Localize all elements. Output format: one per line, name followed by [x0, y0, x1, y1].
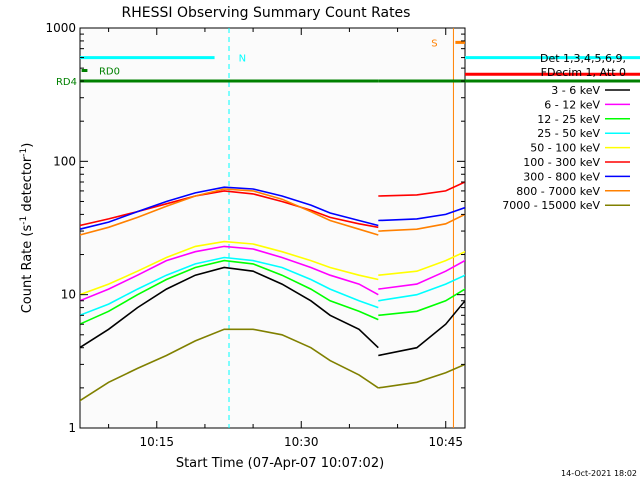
annotation-bar-n: N: [80, 54, 246, 65]
y-tick-label: 1: [68, 421, 76, 435]
annotation-label-n: N: [239, 54, 246, 65]
series-6-12-kev: [80, 245, 465, 302]
series-line-7000-15000-kev-1: [80, 328, 379, 402]
legend-label-25-50-kev: 25 - 50 keV: [537, 127, 600, 140]
legend-label-3-6-kev: 3 - 6 keV: [551, 84, 600, 97]
series-800-7000-kev: [80, 188, 465, 236]
x-tick-label: 10:15: [139, 435, 174, 449]
legend-label-300-800-kev: 300 - 800 keV: [523, 170, 600, 183]
chart-title: RHESSI Observing Summary Count Rates: [122, 5, 411, 21]
series-line-100-300-kev-2: [378, 181, 465, 197]
series-line-6-12-kev-1: [80, 245, 379, 302]
series-line-3-6-kev-1: [80, 266, 379, 349]
legend: Det 1,3,4,5,6,9,FDecim 1, Att 0 3 - 6 keV…: [502, 52, 630, 212]
series-line-25-50-kev-2: [378, 274, 465, 302]
x-axis-label: Start Time (07-Apr-07 10:07:02): [176, 456, 384, 471]
annotation-bar-f: F: [465, 72, 640, 76]
series-line-12-25-kev-1: [80, 259, 379, 325]
series-line-50-100-kev-1: [80, 240, 379, 296]
annotation-bar-rd0: RD0: [81, 67, 120, 78]
legend-header-line: Det 1,3,4,5,6,9,: [540, 52, 626, 65]
series-line-50-100-kev-2: [378, 250, 465, 276]
annotation-label-s: S: [431, 38, 437, 49]
y-tick-label: 1000: [45, 21, 76, 35]
label-rd4: RD4: [56, 77, 77, 88]
series-line-300-800-kev-1: [80, 186, 379, 230]
series-line-300-800-kev-2: [378, 206, 465, 222]
legend-label-7000-15000-kev: 7000 - 15000 keV: [502, 199, 600, 212]
series-50-100-kev: [80, 240, 465, 296]
y-tick-label: 100: [53, 154, 76, 168]
legend-label-6-12-kev: 6 - 12 keV: [544, 98, 600, 111]
series-3-6-kev: [80, 266, 465, 357]
series-25-50-kev: [80, 256, 465, 317]
series-line-6-12-kev-2: [378, 259, 465, 290]
series-line-12-25-kev-2: [378, 288, 465, 317]
plot-frame: [79, 27, 466, 429]
legend-label-100-300-kev: 100 - 300 keV: [523, 156, 600, 169]
y-axis-label: Count Rate (s-1 detector-1): [19, 143, 35, 314]
series-12-25-kev: [80, 259, 465, 325]
series-line-7000-15000-kev-2: [378, 363, 465, 389]
legend-label-12-25-kev: 12 - 25 keV: [537, 113, 600, 126]
series-line-800-7000-kev-1: [80, 188, 379, 236]
x-tick-label: 10:30: [284, 435, 319, 449]
series-7000-15000-kev: [80, 328, 465, 402]
annotation-label-rd0: RD0: [99, 67, 120, 78]
series-300-800-kev: [80, 186, 465, 230]
annotation-bar-s: S: [431, 38, 465, 49]
series-line-25-50-kev-1: [80, 256, 379, 317]
legend-header-line: FDecim 1, Att 0: [541, 66, 626, 79]
footer-timestamp: 14-Oct-2021 18:02: [561, 469, 637, 478]
x-tick-label: 10:45: [428, 435, 463, 449]
series-line-3-6-kev-2: [378, 299, 465, 357]
legend-label-50-100-kev: 50 - 100 keV: [530, 142, 600, 155]
series-line-800-7000-kev-2: [378, 213, 465, 232]
y-tick-label: 10: [61, 288, 76, 302]
legend-label-800-7000-kev: 800 - 7000 keV: [516, 185, 600, 198]
